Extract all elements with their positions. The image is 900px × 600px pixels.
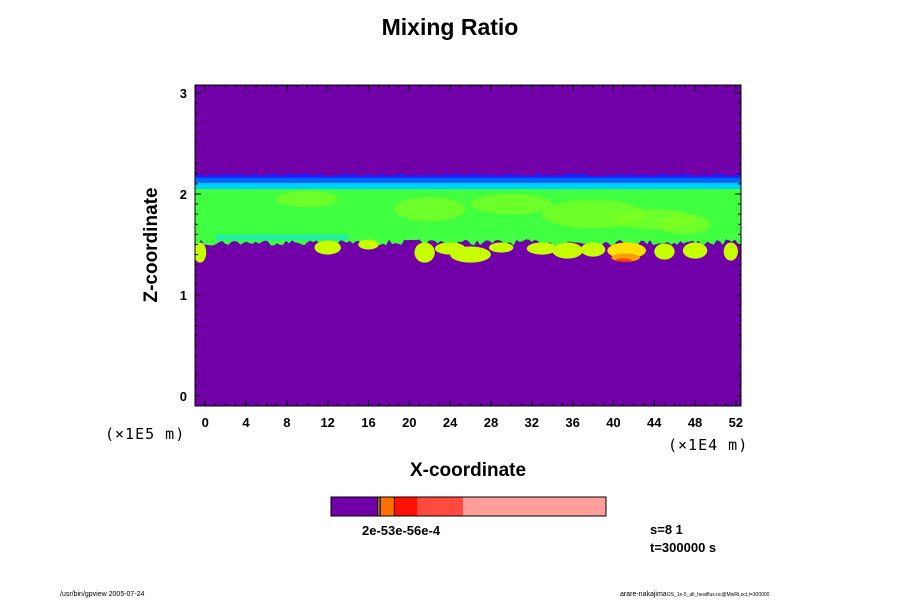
- x-unit-label: (×1E4 m): [668, 436, 749, 454]
- colorbar-segment: [379, 497, 381, 516]
- x-tick-label: 24: [443, 415, 458, 430]
- cloud-base-blob: [414, 242, 435, 263]
- cloud-base-blob: [195, 242, 207, 263]
- x-tick-label: 40: [606, 415, 620, 430]
- x-tick-label: 8: [283, 415, 290, 430]
- cloud-base-blob: [526, 242, 558, 255]
- y-axis: 0 1 2 3: [180, 86, 741, 404]
- chart-title: Mixing Ratio: [381, 14, 519, 40]
- cloud-base-blob: [552, 242, 583, 259]
- y-tick-label: 3: [180, 86, 187, 101]
- mixing-ratio-field: [195, 85, 741, 406]
- cloud-base-blob: [488, 242, 514, 253]
- cloud-base-blob: [314, 240, 341, 255]
- x-tick-label: 52: [729, 415, 743, 430]
- cloud-base-blob: [450, 246, 491, 263]
- light-green-patch: [276, 190, 338, 208]
- hotspot-red: [615, 258, 632, 262]
- footer-left: /usr/bin/gpview 2005-07-24: [60, 591, 145, 598]
- field-background: [195, 85, 741, 406]
- cloud-base-blob: [580, 242, 606, 257]
- colorbar-segment: [377, 497, 380, 516]
- y-tick-label: 2: [180, 187, 187, 202]
- light-green-patch: [470, 194, 553, 215]
- light-green-patch: [394, 197, 466, 222]
- y-tick-label: 1: [180, 288, 187, 303]
- cloud-base-blob: [723, 242, 738, 261]
- x-axis: 0 4 8 12 16 20 24 28 32 36 40 44 48 52: [194, 85, 743, 430]
- footer-right: arare-nakajimaOS_1e-5_all_heatflux.nc@Mi…: [620, 591, 769, 598]
- x-axis-label: X-coordinate: [409, 460, 527, 481]
- blue-band: [195, 177, 741, 184]
- x-tick-label: 36: [565, 415, 579, 430]
- colorbar-frame: [330, 496, 607, 517]
- plot-frame: [194, 84, 742, 407]
- cloud-base-blob: [358, 239, 379, 250]
- colorbar-segment: [380, 497, 395, 516]
- footer-right-file: OS_1e-5_all_heatflux.nc@MixRt,sct,t=3000…: [666, 592, 770, 598]
- x-tick-label: 4: [242, 415, 250, 430]
- time-label: t=300000 s: [650, 540, 717, 555]
- colorbar: [330, 496, 607, 517]
- footer-right-main: arare-nakajima: [620, 591, 667, 598]
- x-tick-label: 12: [320, 415, 334, 430]
- step-label: s=8 1: [650, 522, 683, 537]
- x-tick-label: 48: [688, 415, 702, 430]
- cyan-strip: [195, 182, 741, 190]
- y-unit-label: (×1E5 m): [105, 425, 186, 443]
- colorbar-segment: [463, 497, 606, 516]
- colorbar-segment: [331, 497, 378, 516]
- x-tick-label: 20: [402, 415, 416, 430]
- colorbar-labels: 2e-53e-56e-4: [362, 523, 441, 538]
- colorbar-segment: [394, 497, 418, 516]
- colorbar-segment: [417, 497, 463, 516]
- y-tick-label: 0: [180, 389, 187, 404]
- x-tick-label: 16: [361, 415, 375, 430]
- x-tick-label: 32: [525, 415, 539, 430]
- cloud-base-blob: [682, 242, 708, 259]
- light-green-patch: [659, 214, 711, 235]
- aqua-strip: [215, 234, 349, 241]
- cloud-base-blob: [654, 243, 675, 260]
- x-tick-label: 0: [202, 415, 209, 430]
- x-tick-label: 28: [484, 415, 498, 430]
- x-tick-label: 44: [647, 415, 662, 430]
